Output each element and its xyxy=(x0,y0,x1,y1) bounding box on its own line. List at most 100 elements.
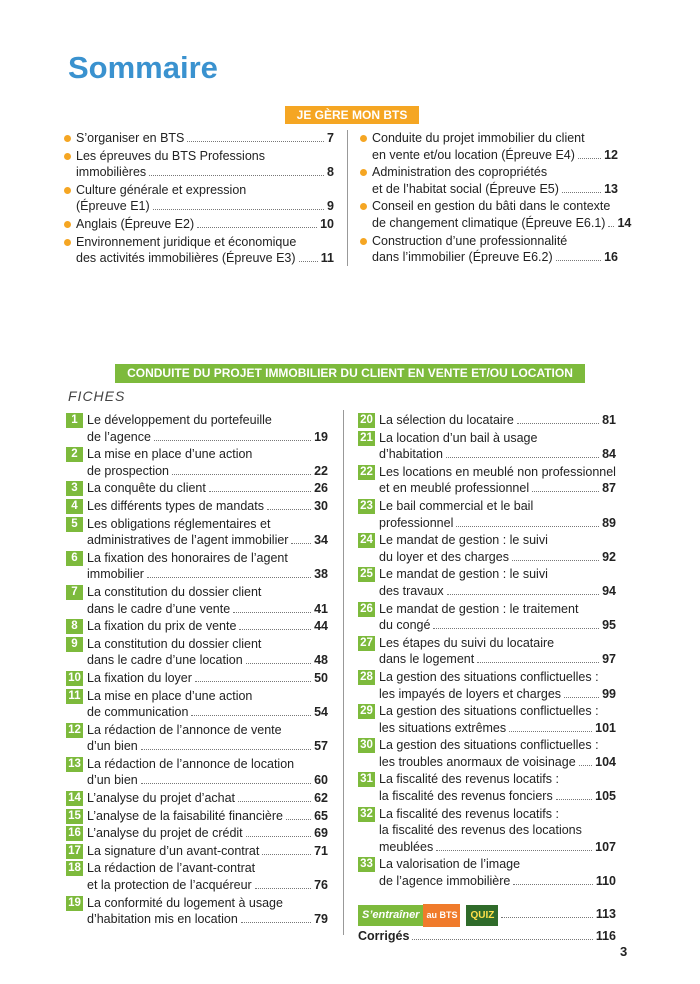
item-text: Conduite du projet immobilier du client e… xyxy=(360,130,618,163)
item-line-text: dans le cadre d’une location xyxy=(87,653,243,668)
toc-item: 23 Le bail commercial et le bail professio… xyxy=(358,498,616,531)
item-line-text: La fixation du prix de vente xyxy=(87,619,237,634)
item-line: Anglais (Épreuve E2) 10 xyxy=(76,216,334,233)
fiche-number: 3 xyxy=(66,481,83,497)
item-line: La gestion des situations conflictuelles… xyxy=(379,704,599,719)
item-text: Les obligations réglementaires et adminis… xyxy=(66,516,328,549)
item-text: La gestion des situations conflictuelles… xyxy=(358,669,616,702)
item-text: La gestion des situations conflictuelles… xyxy=(358,737,616,770)
page-ref: 60 xyxy=(314,773,328,788)
toc-item: 10 La fixation du loyer 50 xyxy=(66,670,328,687)
item-line: (Épreuve E1) 9 xyxy=(76,198,334,215)
item-text: La fixation des honoraires de l’agent imm… xyxy=(66,550,328,583)
toc-item: 18 La rédaction de l’avant-contrat et la p… xyxy=(66,860,328,893)
item-line: Les épreuves du BTS Professions xyxy=(76,148,265,163)
section-label: JE GÈRE MON BTS xyxy=(285,106,419,124)
item-line-text: S’organiser en BTS xyxy=(76,131,185,145)
fiche-number: 22 xyxy=(358,464,375,480)
item-line: dans le cadre d’une vente 41 xyxy=(87,601,328,618)
fiche-number: 32 xyxy=(358,806,375,822)
item-line: et la protection de l’acquéreur 76 xyxy=(87,877,328,894)
toc-item: 13 La rédaction de l’annonce de location d… xyxy=(66,756,328,789)
item-line: d’un bien 60 xyxy=(87,772,328,789)
item-line: immobilières 8 xyxy=(76,164,334,181)
item-text: L’analyse du projet d’achat 62 xyxy=(66,790,328,807)
fiche-number: 13 xyxy=(66,756,83,772)
toc-item: Construction d’une professionnalité dans … xyxy=(360,233,618,266)
dot-leader xyxy=(577,148,602,159)
toc-item: 5 Les obligations réglementaires et admini… xyxy=(66,516,328,549)
page-ref: 89 xyxy=(602,515,616,530)
dot-leader xyxy=(436,840,593,851)
fiche-number: 18 xyxy=(66,861,83,877)
item-line: La constitution du dossier client xyxy=(87,636,262,651)
page-ref: 92 xyxy=(602,549,616,564)
item-line: La mise en place d’une action xyxy=(87,447,253,462)
fiche-number: 9 xyxy=(66,636,83,652)
toc-item: 17 La signature d’un avant-contrat 71 xyxy=(66,843,328,860)
page-ref: 79 xyxy=(314,912,328,927)
item-text: Culture générale et expression (Épreuve E… xyxy=(64,182,334,215)
fiche-number: 16 xyxy=(66,826,83,842)
dot-leader xyxy=(194,671,312,682)
item-line: de prospection 22 xyxy=(87,463,328,480)
toc-item: 33 La valorisation de l’image de l’agence … xyxy=(358,856,616,889)
page-ref: 107 xyxy=(595,839,616,854)
dot-leader xyxy=(172,464,312,475)
item-line-text: des travaux xyxy=(379,583,444,598)
dot-leader xyxy=(153,430,312,441)
toc-item: 4 Les différents types de mandats 30 xyxy=(66,498,328,515)
item-text: La sélection du locataire 81 xyxy=(358,412,616,429)
fiche-number: 14 xyxy=(66,791,83,807)
item-line: de communication 54 xyxy=(87,704,328,721)
divider xyxy=(343,410,344,935)
page-number: 3 xyxy=(620,944,628,959)
page-ref: 30 xyxy=(314,498,328,513)
item-line: la fiscalité des revenus fonciers 105 xyxy=(379,788,616,805)
item-line-text: dans l’immobilier (Épreuve E6.2) xyxy=(372,250,553,265)
page-ref: 34 xyxy=(314,533,328,548)
toc-item: Anglais (Épreuve E2) 10 xyxy=(64,216,334,233)
item-line: La location d’un bail à usage xyxy=(379,430,538,445)
item-line: La conformité du logement à usage xyxy=(87,895,283,910)
dot-leader xyxy=(146,567,312,579)
dot-leader xyxy=(240,912,312,924)
fiche-number: 24 xyxy=(358,533,375,549)
dot-leader xyxy=(532,481,600,493)
item-line-text: d’habitation xyxy=(379,447,443,462)
item-line: d’un bien 57 xyxy=(87,738,328,755)
item-line: L’analyse de la faisabilité financière 65 xyxy=(87,808,328,825)
page-ref: 44 xyxy=(314,619,328,634)
column: Conduite du projet immobilier du client e… xyxy=(360,130,631,267)
page-ref: 87 xyxy=(602,481,616,496)
page-ref: 84 xyxy=(602,447,616,462)
toc-item: 1 Le développement du portefeuille de l’ag… xyxy=(66,412,328,445)
toc-item: 27 Les étapes du suivi du locataire dans l… xyxy=(358,635,616,668)
item-line: dans le logement 97 xyxy=(379,651,616,668)
toc-item: 2 La mise en place d’une action de prospec… xyxy=(66,446,328,479)
item-line: d’habitation 84 xyxy=(379,446,616,463)
item-line-text: La fixation du loyer xyxy=(87,670,192,685)
page-ref: 8 xyxy=(327,165,334,180)
toc-item: 32 La fiscalité des revenus locatifs : la … xyxy=(358,806,616,856)
item-text: La mise en place d’une action de communic… xyxy=(66,688,328,721)
dot-leader xyxy=(285,809,312,820)
item-line: La gestion des situations conflictuelles… xyxy=(379,738,599,753)
toc-item: 14 L’analyse du projet d’achat 62 xyxy=(66,790,328,807)
page-ref: 12 xyxy=(604,147,618,162)
item-line: Construction d’une professionnalité xyxy=(372,233,568,248)
page-ref: 101 xyxy=(595,720,616,735)
item-text: La constitution du dossier client dans le… xyxy=(66,584,328,617)
page-ref: 57 xyxy=(314,739,328,754)
page-ref: 14 xyxy=(617,215,632,230)
fiche-number: 19 xyxy=(66,895,83,911)
item-text: Les étapes du suivi du locataire dans le … xyxy=(358,635,616,668)
item-line: des travaux 94 xyxy=(379,583,616,600)
item-line: La mise en place d’une action xyxy=(87,688,253,703)
toc-item: 19 La conformité du logement à usage d’hab… xyxy=(66,895,328,928)
dot-leader xyxy=(608,216,615,227)
toc-item: 29 La gestion des situations conflictuell… xyxy=(358,703,616,736)
page-ref: 65 xyxy=(314,808,328,823)
item-line: professionnel 89 xyxy=(379,515,616,532)
item-text: La rédaction de l’avant-contrat et la pro… xyxy=(66,860,328,893)
